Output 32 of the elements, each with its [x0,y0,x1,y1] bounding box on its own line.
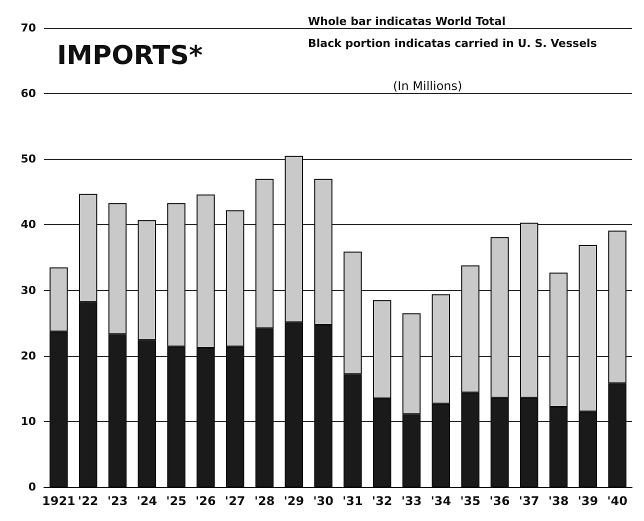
annotation: (In Millions) [393,79,462,93]
y-tick-label: 60 [20,87,36,100]
x-tick-label: '35 [460,494,480,508]
x-tick-label: '39 [578,494,598,508]
x-tick-label: '29 [284,494,304,508]
x-tick-label: '24 [136,494,158,508]
x-tick-label: '27 [224,494,246,508]
x-tick-label: '26 [196,494,216,508]
x-tick-label: '25 [166,494,186,508]
y-tick-label: 40 [20,218,36,232]
x-tick-label: '33 [401,494,422,508]
x-tick-label: 1921 [42,494,76,508]
x-tick-label: '23 [107,494,128,508]
x-tick-label: '32 [372,494,392,508]
y-tick-label: 0 [28,480,36,494]
text: IMPORTS* [57,41,204,71]
x-tick-label: '38 [548,494,569,508]
x-tick-label: '31 [342,494,363,508]
y-tick-label: 30 [20,284,36,297]
x-tick-label: '22 [78,494,98,508]
x-tick-label: '30 [313,494,334,508]
x-tick-label: '28 [254,494,275,508]
x-tick-label: '37 [518,494,540,508]
x-tick-label: '34 [430,494,452,508]
y-tick-label: 50 [20,152,36,166]
x-tick-label: '40 [607,494,628,508]
text: Whole bar indicatas World Total [308,15,506,28]
annotation: Black portion indicatas carried in U. S. Vessels [308,37,598,50]
y-tick-label: 10 [20,414,36,428]
y-tick-label: 20 [20,349,36,362]
x-tick-label: '36 [490,494,510,508]
y-tick-label: 70 [20,22,36,34]
